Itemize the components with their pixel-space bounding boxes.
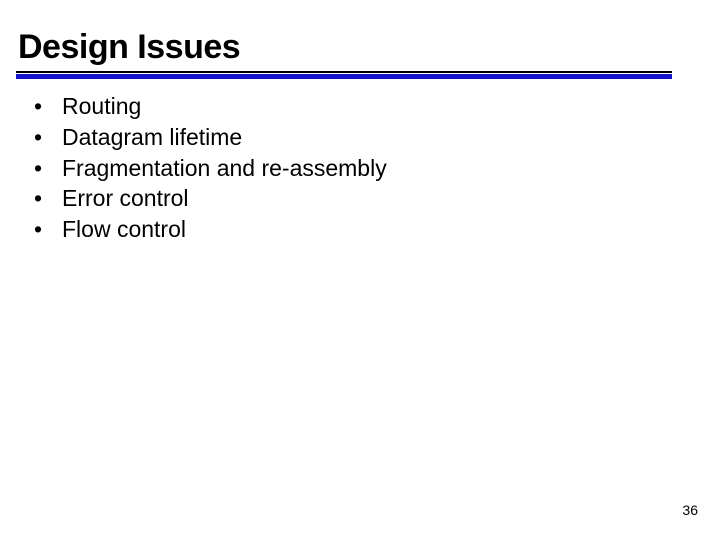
bullet-icon: • xyxy=(34,123,62,152)
list-item: • Fragmentation and re-assembly xyxy=(34,154,680,183)
bullet-text: Flow control xyxy=(62,215,186,244)
bullet-icon: • xyxy=(34,92,62,121)
title-block: Design Issues xyxy=(18,28,702,79)
bullet-icon: • xyxy=(34,215,62,244)
bullet-icon: • xyxy=(34,184,62,213)
bullet-text: Error control xyxy=(62,184,189,213)
list-item: • Routing xyxy=(34,92,680,121)
bullet-icon: • xyxy=(34,154,62,183)
bullet-text: Fragmentation and re-assembly xyxy=(62,154,387,183)
list-item: • Flow control xyxy=(34,215,680,244)
bullet-text: Routing xyxy=(62,92,141,121)
bullet-list: • Routing • Datagram lifetime • Fragment… xyxy=(34,92,680,246)
title-underline xyxy=(16,74,672,79)
slide: Design Issues • Routing • Datagram lifet… xyxy=(0,0,720,540)
list-item: • Datagram lifetime xyxy=(34,123,680,152)
slide-title: Design Issues xyxy=(18,28,702,71)
page-number: 36 xyxy=(682,502,698,518)
bullet-text: Datagram lifetime xyxy=(62,123,242,152)
list-item: • Error control xyxy=(34,184,680,213)
title-underline-thin xyxy=(16,71,672,73)
